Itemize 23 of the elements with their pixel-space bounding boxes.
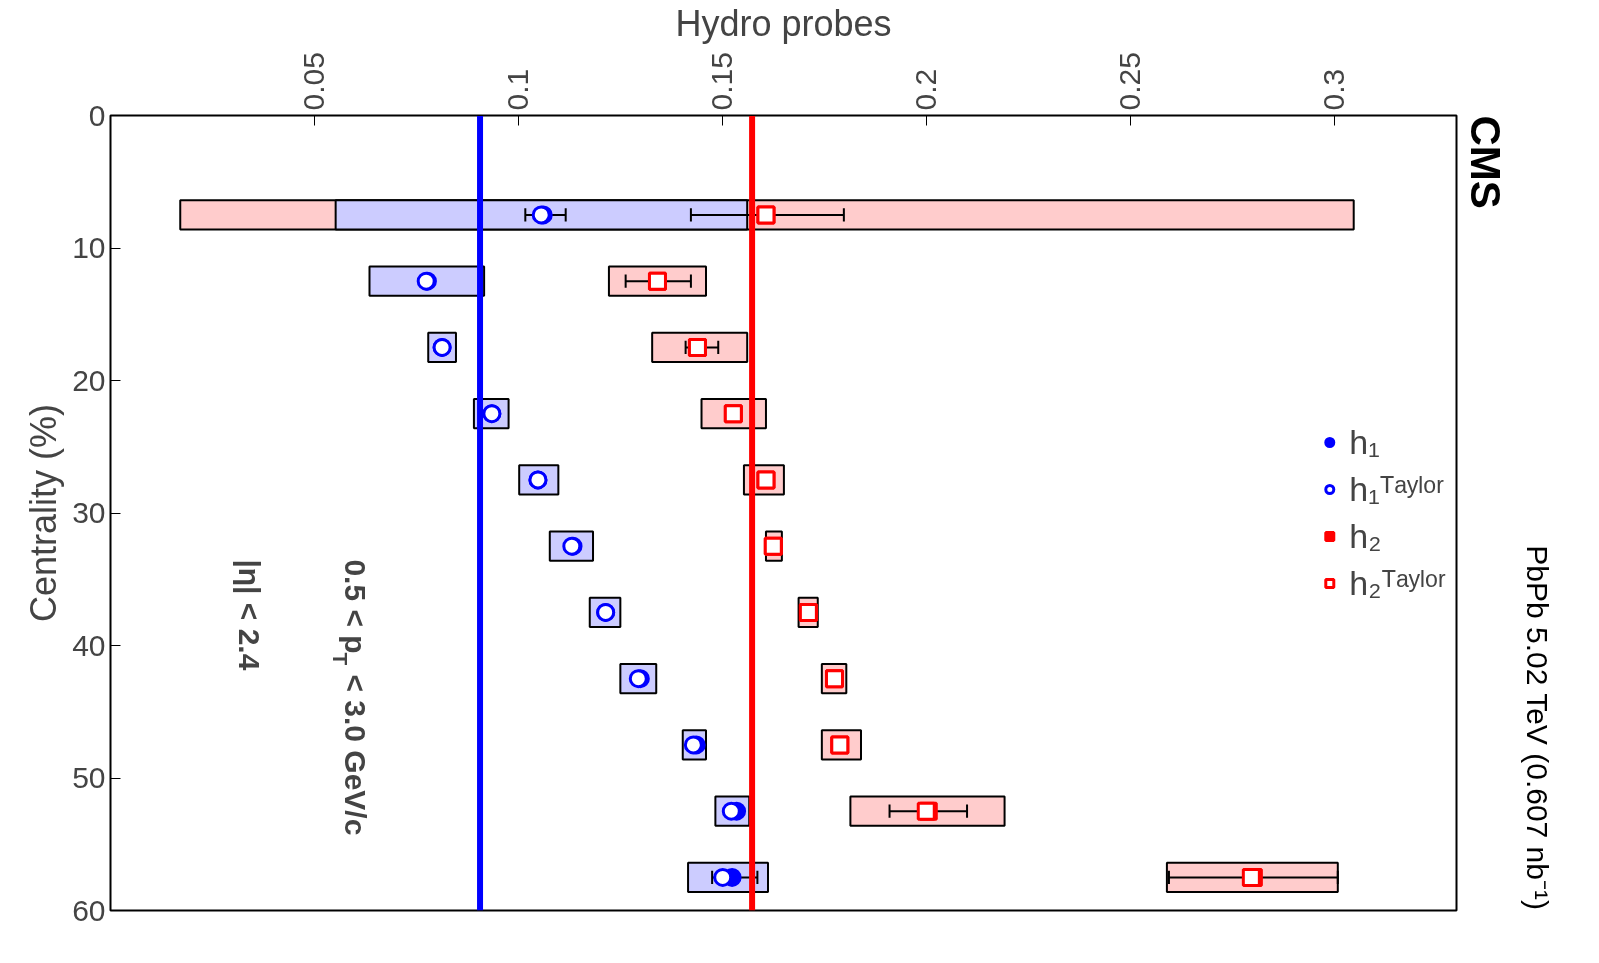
legend-label: h₂ᵀᵃʸˡᵒʳ (1349, 563, 1446, 603)
text: PbPb 5.02 TeV (0.607 nb⁻¹) (1520, 545, 1554, 910)
legend-label: h₂ (1349, 516, 1382, 556)
x-tick-label: 0.1 (501, 68, 535, 111)
y-tick-label: 40 (72, 628, 106, 662)
text: CMS (1461, 115, 1509, 209)
y-tick-label: 10 (72, 231, 106, 264)
x-tick-label: 0.05 (297, 52, 331, 111)
y-tick-label: 30 (72, 496, 106, 529)
y-tick-label: 0 (88, 98, 106, 132)
x-axis-title: Hydro probes (675, 3, 892, 45)
annotation: 0.5 < pT < 3.0 GeV/c (328, 559, 372, 836)
annotation: |η| < 2.4 (232, 559, 266, 671)
y-tick-label: 20 (72, 363, 106, 397)
x-tick-label: 0.25 (1113, 52, 1147, 111)
legend-label: h₁ᵀᵃʸˡᵒʳ (1349, 469, 1445, 509)
y-tick-label: 60 (72, 893, 106, 927)
x-tick-label: 0.2 (909, 68, 943, 111)
y-tick-label: 50 (72, 761, 106, 794)
x-tick-label: 0.15 (705, 52, 739, 111)
y-axis-title: Centrality (%) (23, 403, 65, 623)
legend-label: h₁ (1349, 422, 1380, 462)
x-tick-label: 0.3 (1317, 68, 1351, 111)
